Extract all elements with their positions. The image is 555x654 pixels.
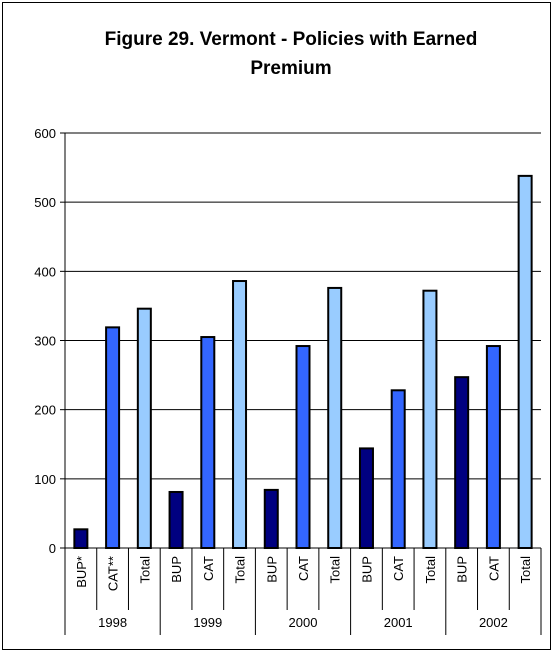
y-tick-label: 500 <box>34 195 56 210</box>
bar-1999-cat <box>200 336 216 549</box>
x-category-label: Total <box>518 556 533 584</box>
bar-1998-cat <box>105 326 121 549</box>
x-category-label: CAT <box>391 556 406 581</box>
chart-title-line-2: Premium <box>250 58 331 79</box>
y-tick-label: 300 <box>34 334 56 349</box>
bar-2000-bup <box>263 488 279 549</box>
y-tick-label: 0 <box>49 541 56 556</box>
y-tick-label: 400 <box>34 264 56 279</box>
bar-2002-total <box>517 174 533 549</box>
x-category-label: CAT <box>296 556 311 581</box>
y-tick-label: 100 <box>34 472 56 487</box>
bar-2002-bup <box>454 376 470 549</box>
bar-1998-bup <box>73 528 89 550</box>
x-group-label: 1999 <box>193 615 222 630</box>
bar-1999-total <box>232 280 248 549</box>
axes <box>60 132 542 635</box>
x-category-label: Total <box>423 556 438 584</box>
bar-1998-total <box>136 307 152 549</box>
x-category-label: CAT <box>201 556 216 581</box>
x-group-label: 2000 <box>289 615 318 630</box>
bar-2002-cat <box>485 345 501 549</box>
x-group-label: 1998 <box>98 615 127 630</box>
bars <box>73 174 533 550</box>
chart-title-line-1: Figure 29. Vermont - Policies with Earne… <box>105 29 478 50</box>
bar-2001-total <box>422 289 438 549</box>
y-tick-label: 600 <box>34 126 56 141</box>
bar-2000-cat <box>295 345 311 549</box>
x-category-label: CAT** <box>106 556 121 591</box>
bar-2000-total <box>327 286 343 549</box>
x-category-label: Total <box>233 556 248 584</box>
x-category-label: BUP <box>264 556 279 583</box>
bar-1999-bup <box>168 490 184 550</box>
x-group-label: 2001 <box>384 615 413 630</box>
x-category-label: BUP <box>359 556 374 583</box>
x-group-label: 2002 <box>479 615 508 630</box>
y-tick-label: 200 <box>34 403 56 418</box>
x-category-label: BUP* <box>74 556 89 588</box>
bar-2001-cat <box>390 389 406 549</box>
x-category-label: BUP <box>455 556 470 583</box>
x-category-label: CAT <box>486 556 501 581</box>
x-category-label: BUP <box>169 556 184 583</box>
x-category-label: Total <box>328 556 343 584</box>
tick-labels: 0 100 200 300 400 500 600 BUP* CAT** Total 1998 BUP… <box>34 126 533 630</box>
x-category-label: Total <box>137 556 152 584</box>
bar-2001-bup <box>358 447 374 549</box>
bar-chart: Figure 29. Vermont - Policies with Earne… <box>34 29 542 635</box>
